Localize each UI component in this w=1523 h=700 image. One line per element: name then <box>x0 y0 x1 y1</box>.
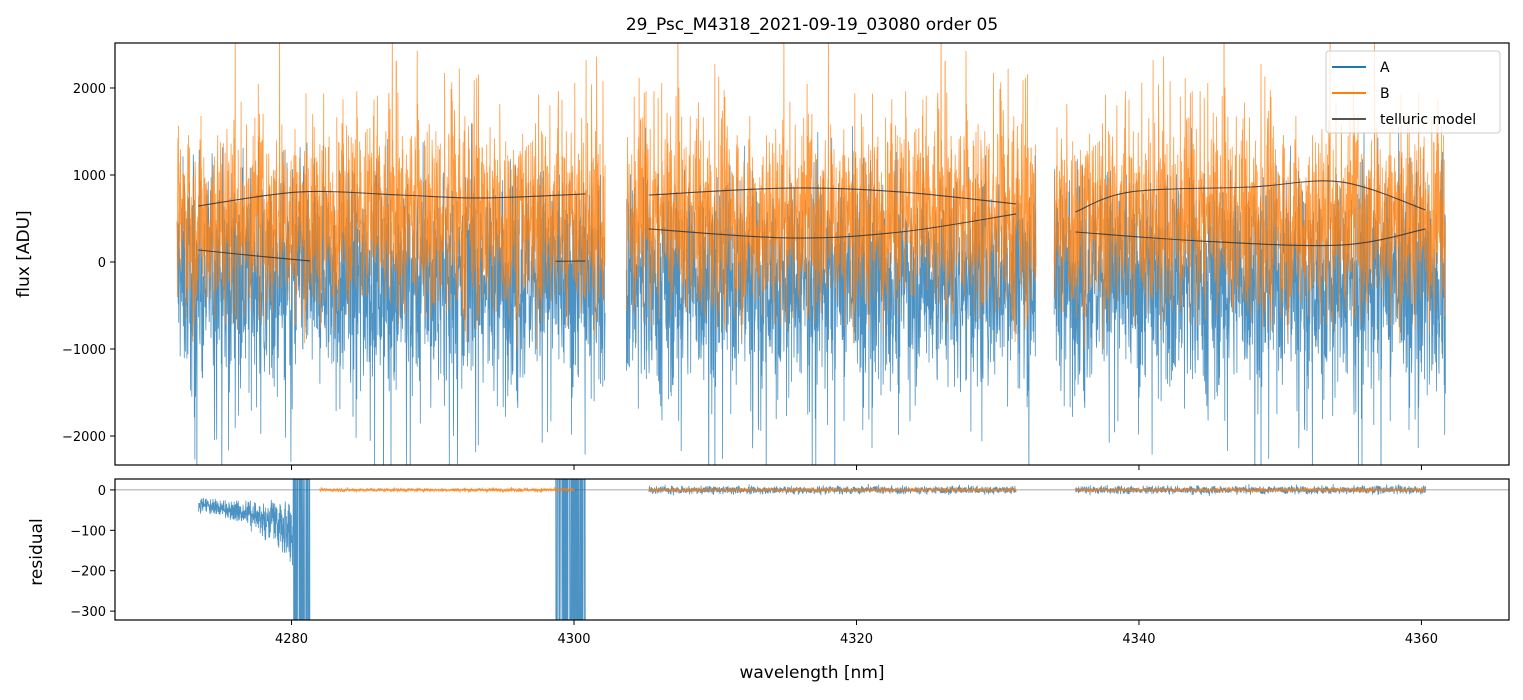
residual-ylabel: residual <box>27 518 47 585</box>
legend: A B telluric model <box>1326 51 1500 133</box>
flux-ytick-label-0: 0 <box>98 256 106 271</box>
flux-ytick-label--1000: −1000 <box>62 343 106 358</box>
flux-ytick-label-1000: 1000 <box>73 169 106 184</box>
residual-a-segment-0 <box>198 470 310 652</box>
flux-ylabel: flux [ADU] <box>14 210 34 297</box>
flux-axes <box>177 0 1445 515</box>
xtick-label-4320: 4320 <box>840 632 873 647</box>
x-axis-label: wavelength [nm] <box>739 663 884 683</box>
residual-b-segment-0 <box>320 487 574 493</box>
legend-label-telluric: telluric model <box>1380 112 1476 128</box>
xtick-label-4360: 4360 <box>1405 632 1438 647</box>
chart-title: 29_Psc_M4318_2021-09-19_03080 order 05 <box>626 15 998 35</box>
flux-ytick-label-2000: 2000 <box>73 82 106 97</box>
legend-label-b: B <box>1380 86 1390 102</box>
residual-axes <box>115 470 1509 652</box>
residual-ytick-label--100: −100 <box>70 524 106 539</box>
xtick-label-4300: 4300 <box>557 632 590 647</box>
residual-ytick-label--300: −300 <box>70 605 106 620</box>
flux-ytick-label--2000: −2000 <box>62 430 106 445</box>
legend-label-a: A <box>1380 60 1390 76</box>
residual-a-segment-1 <box>556 470 586 652</box>
residual-ytick-label-0: 0 <box>98 484 106 499</box>
residual-ytick-label--200: −200 <box>70 565 106 580</box>
residual-axes-frame <box>115 479 1509 620</box>
xtick-label-4280: 4280 <box>275 632 308 647</box>
xtick-label-4340: 4340 <box>1122 632 1155 647</box>
